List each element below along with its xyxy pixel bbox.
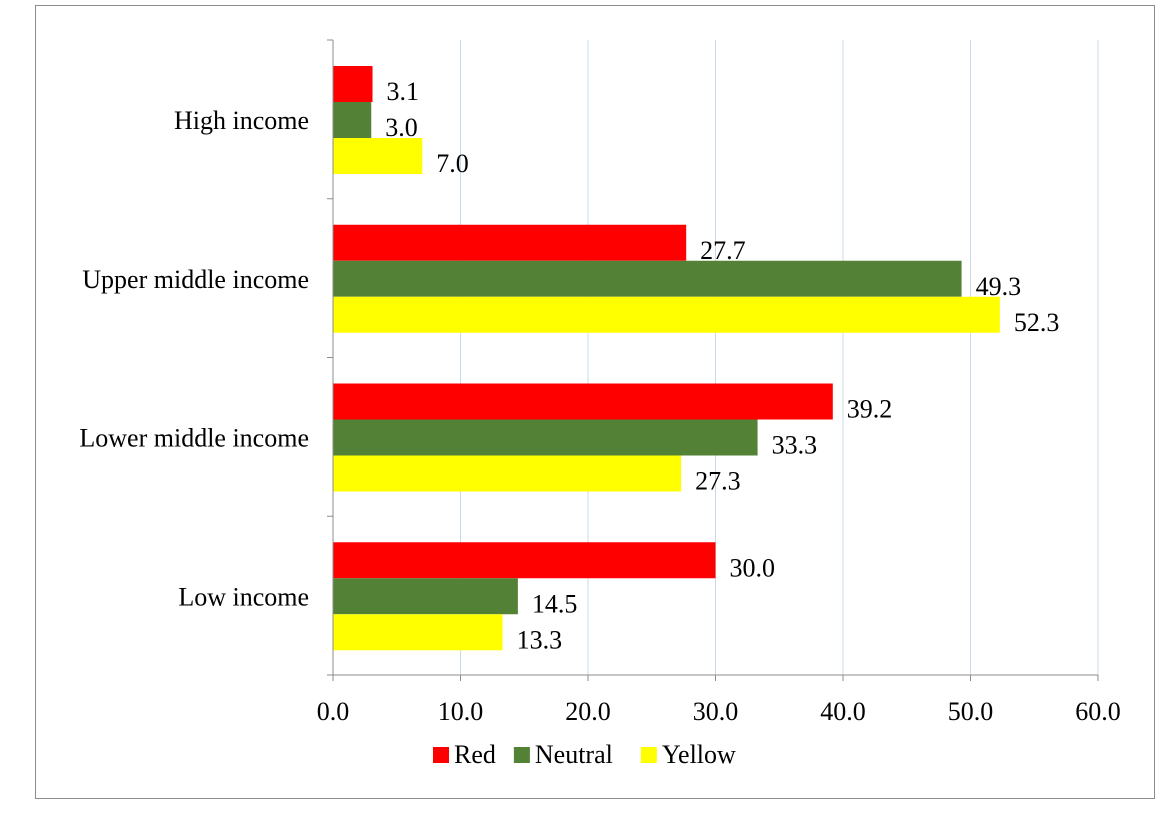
data-label-red-upper-middle-income: 27.7 xyxy=(700,236,746,265)
data-label-neutral-low-income: 14.5 xyxy=(532,589,578,618)
axes: 0.0 10.0 20.0 30.0 40.0 50.0 60.0 Low income Low… xyxy=(79,39,1121,726)
data-label-yellow-upper-middle-income: 52.3 xyxy=(1014,308,1059,337)
legend-label-neutral: Neutral xyxy=(535,740,613,769)
data-label-yellow-lower-middle-income: 27.3 xyxy=(695,467,741,496)
x-tick-label-2: 20.0 xyxy=(565,697,611,726)
category-label-upper-middle-income: Upper middle income xyxy=(82,265,309,294)
bar-neutral-lower-middle-income xyxy=(333,419,758,456)
x-tick-label-3: 30.0 xyxy=(693,697,739,726)
legend-swatch-neutral xyxy=(513,747,530,763)
bar-red-low-income xyxy=(333,542,716,579)
bar-neutral-low-income xyxy=(333,578,518,615)
legend: Red Neutral Yellow xyxy=(433,740,736,769)
bar-yellow-upper-middle-income xyxy=(333,296,1000,333)
data-label-red-lower-middle-income: 39.2 xyxy=(847,395,893,424)
x-tick-label-6: 60.0 xyxy=(1075,697,1121,726)
bar-neutral-high-income xyxy=(333,102,372,138)
category-label-high-income: High income xyxy=(174,106,309,135)
category-label-low-income: Low income xyxy=(178,582,309,611)
bar-red-upper-middle-income xyxy=(333,224,687,261)
data-label-yellow-high-income: 7.0 xyxy=(436,149,469,178)
x-tick-label-4: 40.0 xyxy=(820,697,866,726)
data-label-neutral-high-income: 3.0 xyxy=(385,113,418,142)
bar-yellow-low-income xyxy=(333,614,503,651)
legend-label-yellow: Yellow xyxy=(662,740,736,769)
bar-red-high-income xyxy=(333,66,373,102)
data-label-neutral-lower-middle-income: 33.3 xyxy=(772,431,818,460)
x-tick-label-1: 10.0 xyxy=(438,697,484,726)
gridlines xyxy=(460,40,1099,675)
bar-yellow-lower-middle-income xyxy=(333,455,682,492)
bars xyxy=(333,66,1000,651)
data-labels: 30.0 14.5 13.3 39.2 33.3 27.3 27.7 49.3 52.3 3.1 3… xyxy=(385,77,1059,654)
legend-swatch-red xyxy=(433,747,449,763)
data-label-neutral-upper-middle-income: 49.3 xyxy=(976,272,1022,301)
data-label-red-high-income: 3.1 xyxy=(387,77,420,106)
x-tick-label-0: 0.0 xyxy=(317,697,350,726)
bar-neutral-upper-middle-income xyxy=(333,260,962,297)
x-tick-label-5: 50.0 xyxy=(948,697,994,726)
data-label-red-low-income: 30.0 xyxy=(730,553,776,582)
data-label-yellow-low-income: 13.3 xyxy=(517,625,563,654)
legend-swatch-yellow xyxy=(640,747,657,763)
legend-label-red: Red xyxy=(454,740,496,769)
bar-yellow-high-income xyxy=(333,138,423,174)
category-label-lower-middle-income: Lower middle income xyxy=(79,424,309,453)
bar-red-lower-middle-income xyxy=(333,383,833,420)
